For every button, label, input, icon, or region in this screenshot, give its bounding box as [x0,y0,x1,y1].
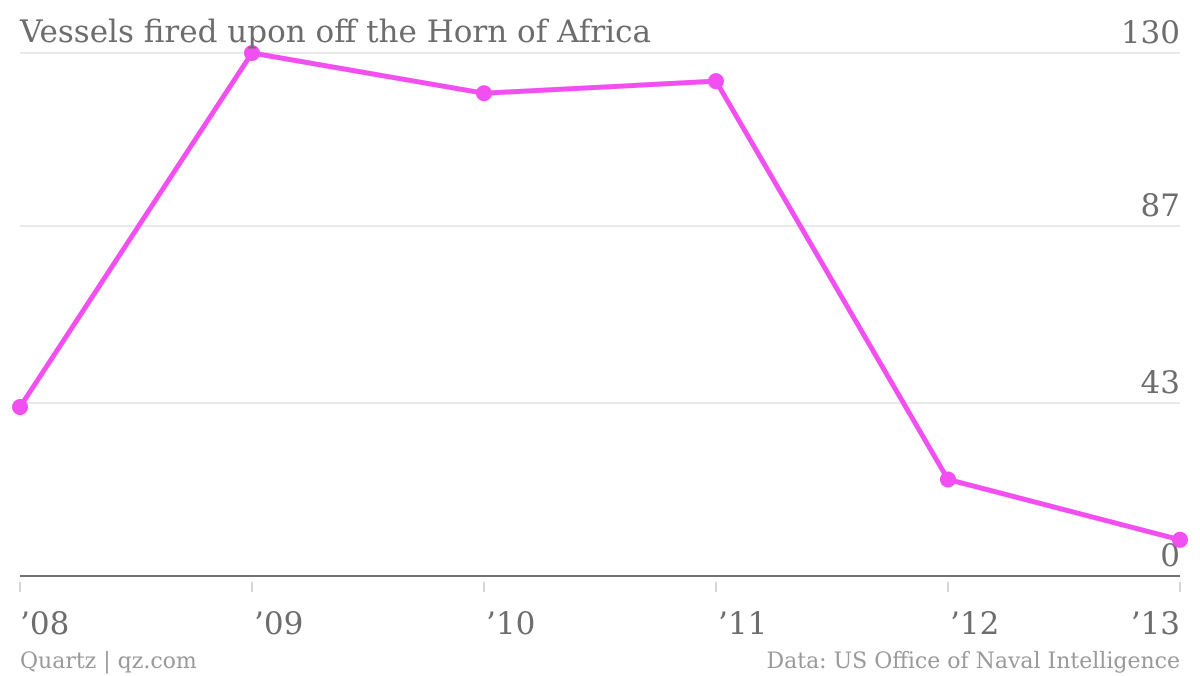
x-tick-label: ’13 [1131,606,1180,642]
x-tick-label: ’09 [254,606,303,642]
data-point-2 [476,85,492,102]
series [12,45,1188,548]
chart-title: Vessels fired upon off the Horn of Afric… [19,14,651,50]
y-tick-label: 43 [1141,365,1180,401]
data-point-4 [940,471,956,488]
y-tick-label: 0 [1160,538,1180,574]
y-tick-label: 87 [1141,188,1180,224]
data-point-3 [708,73,724,90]
data-point-0 [12,399,28,416]
y-axis-ticks: 0 43 87 130 [1121,15,1180,574]
x-tick-label: ’08 [20,606,69,642]
series-line [17,50,1183,543]
footer-source: Data: US Office of Naval Intelligence [766,649,1180,674]
x-tick-label: ’10 [486,606,535,642]
grid-lines [20,52,1180,404]
y-tick-label: 130 [1121,15,1180,51]
x-tick-label: ’12 [950,606,999,642]
x-tick-label: ’11 [718,606,767,642]
x-axis-ticks: ’08 ’09 ’10 ’11 ’12 ’13 [19,582,1181,642]
footer-credit: Quartz | qz.com [20,649,197,674]
data-point-5 [1172,531,1188,548]
data-point-1 [244,45,260,61]
